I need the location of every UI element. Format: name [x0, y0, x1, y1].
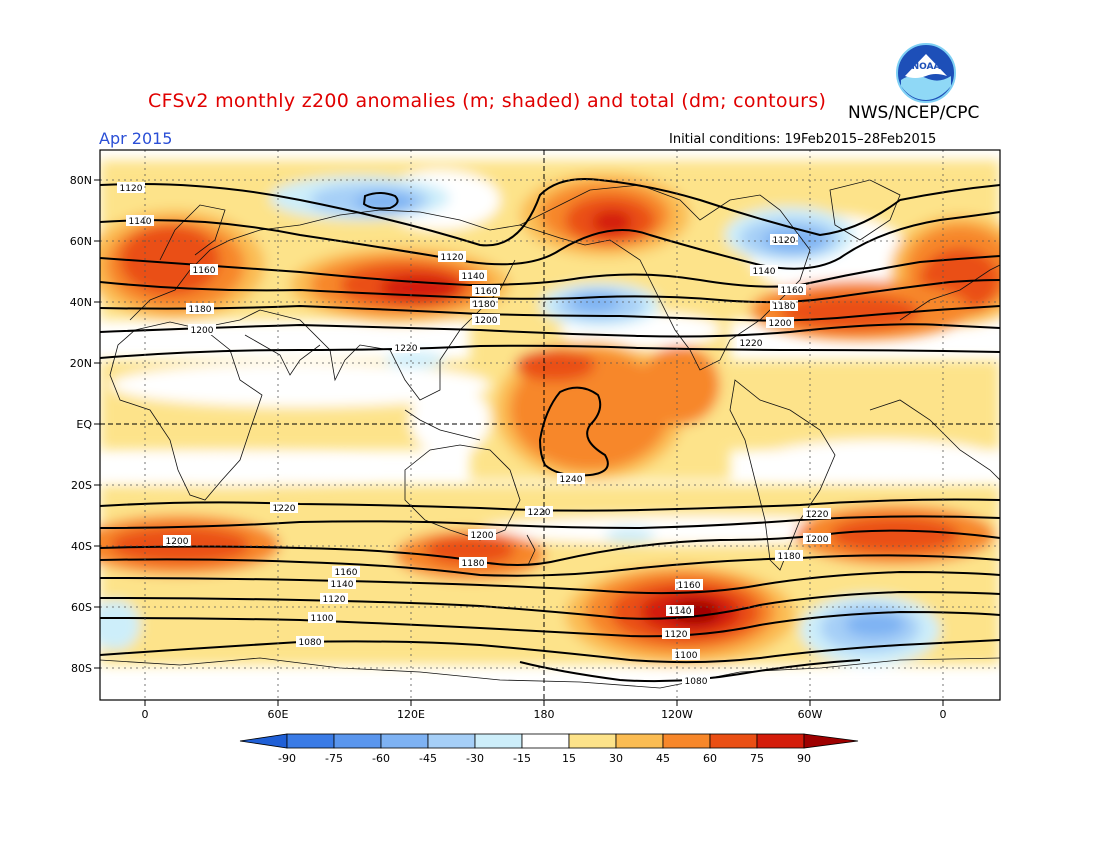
colorbar-swatch-10 — [709, 733, 758, 749]
lon-label-60w: 60W — [797, 708, 823, 721]
lat-label-20n: 20N — [69, 357, 92, 370]
axis-ticks — [94, 179, 944, 706]
colorbar-label: -90 — [278, 752, 296, 765]
colorbar-swatch-11 — [756, 733, 805, 749]
colorbar-swatch-9 — [662, 733, 711, 749]
contour-labels: 1120 1140 1160 1180 1200 1220 1120 1140 … — [117, 182, 831, 687]
svg-text:1120: 1120 — [665, 630, 688, 640]
colorbar-swatch-12 — [803, 733, 859, 749]
lat-label-40n: 40N — [69, 296, 92, 309]
svg-text:1200: 1200 — [806, 535, 829, 545]
lon-label-0: 0 — [141, 708, 149, 721]
svg-text:1180: 1180 — [778, 552, 801, 562]
lon-label-180: 180 — [533, 708, 555, 721]
coastlines — [100, 179, 1000, 689]
colorbar-swatch-0 — [239, 733, 288, 749]
colorbar-label: -75 — [325, 752, 343, 765]
svg-text:1140: 1140 — [753, 267, 776, 277]
svg-text:1120: 1120 — [323, 595, 346, 605]
lat-label-eq: EQ — [76, 418, 92, 431]
anomaly-shading: 1120 1140 1160 1180 1200 1220 1120 1140 … — [100, 150, 1000, 700]
lon-label-60e: 60E — [267, 708, 289, 721]
gridlines — [100, 150, 1000, 700]
colorbar-swatch-8 — [615, 733, 664, 749]
initial-conditions: Initial conditions: 19Feb2015–28Feb2015 — [669, 132, 937, 147]
colorbar-swatch-2 — [333, 733, 382, 749]
svg-text:1120: 1120 — [441, 253, 464, 263]
colorbar-label: -45 — [419, 752, 437, 765]
agency-label: NWS/NCEP/CPC — [848, 103, 980, 123]
svg-text:1200: 1200 — [475, 316, 498, 326]
lat-label-80n: 80N — [69, 174, 92, 187]
colorbar — [239, 733, 859, 749]
colorbar-swatch-4 — [427, 733, 476, 749]
lon-label-120w: 120W — [661, 708, 693, 721]
colorbar-label: 15 — [562, 752, 576, 765]
svg-text:1220: 1220 — [806, 510, 829, 520]
colorbar-label: 75 — [750, 752, 764, 765]
svg-text:1180: 1180 — [773, 302, 796, 312]
svg-text:1100: 1100 — [311, 614, 334, 624]
svg-text:1160: 1160 — [335, 568, 358, 578]
colorbar-swatch-3 — [380, 733, 429, 749]
lat-label-60n: 60N — [69, 235, 92, 248]
colorbar-label: -15 — [513, 752, 531, 765]
colorbar-label: 60 — [703, 752, 717, 765]
svg-text:1220: 1220 — [528, 508, 551, 518]
colorbar-label: 45 — [656, 752, 670, 765]
colorbar-swatch-1 — [286, 733, 335, 749]
svg-text:1220: 1220 — [273, 504, 296, 514]
colorbar-swatch-6 — [521, 733, 570, 749]
lon-label-0-east: 0 — [939, 708, 947, 721]
plot-frame — [99, 149, 1001, 701]
svg-text:1180: 1180 — [473, 300, 496, 310]
svg-text:1220: 1220 — [740, 339, 763, 349]
lat-label-60s: 60S — [71, 601, 92, 614]
svg-text:1120: 1120 — [120, 184, 143, 194]
svg-text:1220: 1220 — [395, 344, 418, 354]
svg-text:1200: 1200 — [166, 537, 189, 547]
svg-text:1180: 1180 — [462, 559, 485, 569]
svg-text:1080: 1080 — [685, 677, 708, 687]
svg-text:1200: 1200 — [191, 326, 214, 336]
colorbar-label: -30 — [466, 752, 484, 765]
svg-text:1160: 1160 — [193, 266, 216, 276]
svg-text:1200: 1200 — [769, 319, 792, 329]
svg-text:1100: 1100 — [675, 651, 698, 661]
svg-text:1180: 1180 — [189, 305, 212, 315]
svg-text:1160: 1160 — [475, 287, 498, 297]
colorbar-label: 30 — [609, 752, 623, 765]
colorbar-swatch-7 — [568, 733, 617, 749]
svg-text:1140: 1140 — [462, 272, 485, 282]
lat-label-80s: 80S — [71, 662, 92, 675]
lat-label-40s: 40S — [71, 540, 92, 553]
svg-text:1080: 1080 — [299, 638, 322, 648]
noaa-logo-text: NOAA — [912, 62, 941, 72]
noaa-logo-icon: NOAA — [896, 43, 956, 103]
chart-title: CFSv2 monthly z200 anomalies (m; shaded)… — [148, 90, 827, 112]
height-contours — [100, 178, 1000, 683]
svg-text:1200: 1200 — [471, 531, 494, 541]
colorbar-label: -60 — [372, 752, 390, 765]
colorbar-swatch-5 — [474, 733, 523, 749]
equator-dateline — [100, 150, 1000, 700]
svg-text:1140: 1140 — [331, 580, 354, 590]
svg-text:1240: 1240 — [560, 475, 583, 485]
lat-label-20s: 20S — [71, 479, 92, 492]
svg-text:1160: 1160 — [678, 581, 701, 591]
svg-text:1160: 1160 — [781, 286, 804, 296]
forecast-month: Apr 2015 — [99, 129, 173, 148]
svg-text:1140: 1140 — [129, 217, 152, 227]
colorbar-label: 90 — [797, 752, 811, 765]
lon-label-120e: 120E — [397, 708, 425, 721]
svg-text:1140: 1140 — [669, 607, 692, 617]
